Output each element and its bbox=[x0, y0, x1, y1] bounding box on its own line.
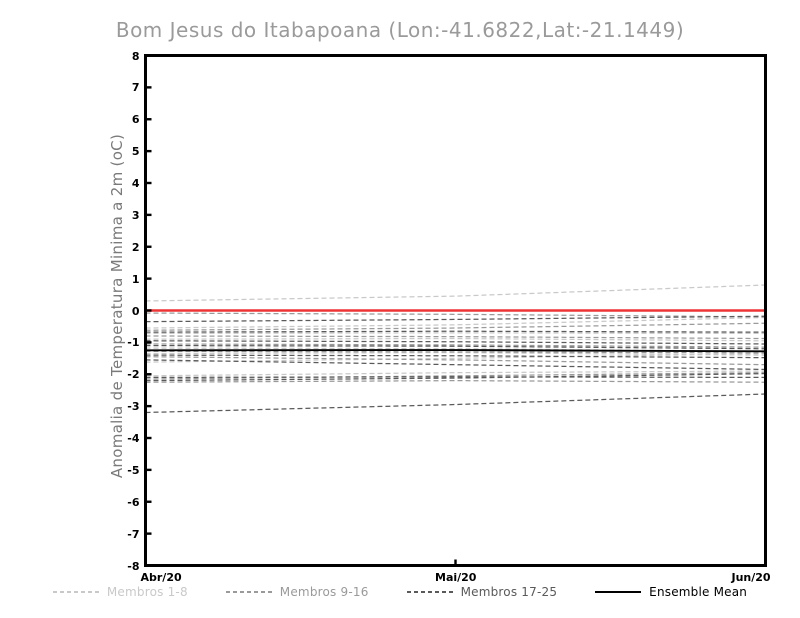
x-axis-tick-label: Abr/20 bbox=[140, 570, 182, 584]
legend-swatch bbox=[595, 590, 642, 594]
legend-item[interactable]: Membros 9-16 bbox=[225, 585, 369, 599]
y-axis-tick-label: 2 bbox=[131, 240, 140, 254]
legend-label: Membros 17-25 bbox=[460, 585, 558, 599]
y-axis-tick-label: 6 bbox=[131, 113, 140, 127]
y-axis-tick-label: -2 bbox=[127, 368, 140, 382]
y-axis-tick-label: -3 bbox=[127, 400, 140, 414]
member-line bbox=[145, 354, 766, 359]
y-axis-tick-label: 0 bbox=[131, 304, 140, 318]
member-line bbox=[145, 330, 766, 333]
y-axis-tick-label: -8 bbox=[127, 559, 140, 573]
y-axis-tick-label: -1 bbox=[127, 336, 140, 350]
y-axis-tick-label: -5 bbox=[127, 463, 140, 477]
y-axis-tick-label: -7 bbox=[127, 527, 140, 541]
member-line bbox=[145, 312, 766, 318]
member-line bbox=[145, 393, 766, 414]
y-axis-tick-label: -4 bbox=[127, 432, 140, 445]
member-line bbox=[145, 359, 766, 371]
legend-swatch bbox=[52, 591, 99, 593]
legend-label: Membros 1-8 bbox=[106, 585, 188, 599]
member-line bbox=[145, 322, 766, 331]
y-axis-tick-label: 5 bbox=[131, 145, 140, 159]
member-line bbox=[145, 335, 766, 340]
chart-legend: Membros 1-8 Membros 9-16 Membros 17-25 Ense… bbox=[0, 585, 800, 599]
member-line bbox=[145, 344, 766, 350]
x-axis-tick-label: Jun/20 bbox=[731, 570, 771, 584]
member-line bbox=[145, 284, 766, 302]
series-layer bbox=[144, 54, 767, 567]
y-axis-tick-label: 3 bbox=[131, 208, 140, 222]
legend-item[interactable]: Membros 1-8 bbox=[52, 585, 188, 599]
member-line bbox=[145, 351, 766, 356]
member-line bbox=[145, 332, 766, 335]
page-title: Bom Jesus do Itabapoana (Lon:-41.6822,La… bbox=[115, 18, 685, 42]
member-line bbox=[145, 356, 766, 366]
legend-item[interactable]: Ensemble Mean bbox=[595, 585, 747, 599]
y-axis-tick-label: -6 bbox=[127, 495, 140, 509]
member-line bbox=[145, 352, 766, 363]
member-line bbox=[145, 343, 766, 348]
y-axis-tick-label: 7 bbox=[131, 81, 140, 95]
member-line bbox=[145, 379, 766, 383]
member-line bbox=[145, 340, 766, 345]
member-line bbox=[145, 376, 766, 379]
legend-swatch bbox=[225, 591, 272, 593]
legend-label: Membros 9-16 bbox=[279, 585, 369, 599]
member-line bbox=[145, 372, 766, 382]
x-axis-tick-label: Mai/20 bbox=[435, 570, 477, 584]
ensemble-mean-line bbox=[145, 349, 766, 353]
member-line bbox=[145, 315, 766, 323]
member-line bbox=[145, 316, 766, 329]
y-axis-tick-label: 8 bbox=[131, 49, 140, 63]
y-axis-tick-label: 4 bbox=[131, 177, 140, 190]
legend-item[interactable]: Membros 17-25 bbox=[406, 585, 558, 599]
member-line bbox=[145, 372, 766, 380]
member-line bbox=[145, 350, 766, 354]
legend-label: Ensemble Mean bbox=[649, 585, 748, 599]
member-line bbox=[145, 337, 766, 342]
legend-swatch bbox=[406, 591, 453, 593]
member-line bbox=[145, 370, 766, 377]
y-axis-tick-label: 1 bbox=[131, 272, 140, 286]
